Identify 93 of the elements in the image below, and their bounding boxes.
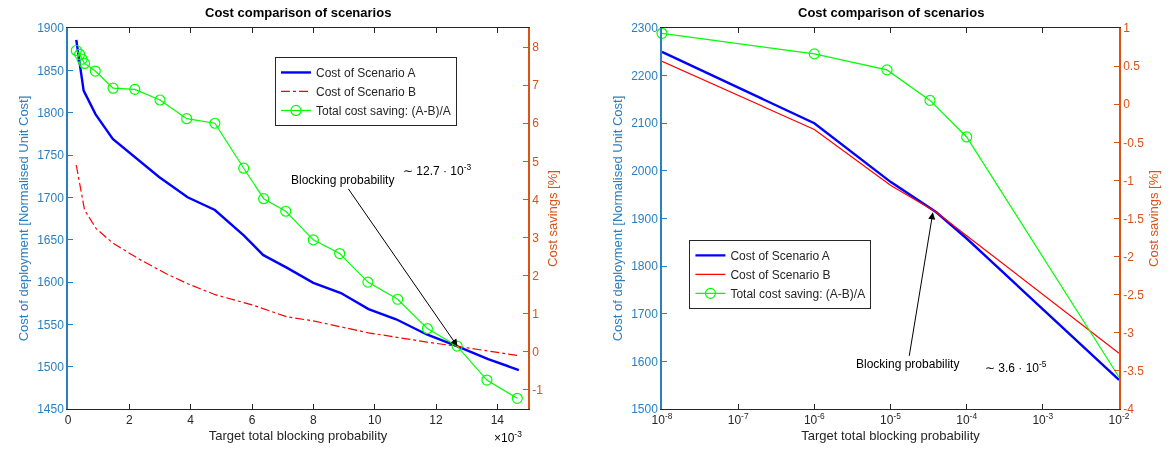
chart-title: Cost comparison of scenarios bbox=[798, 5, 985, 20]
y-tick-label: 1800 bbox=[37, 105, 65, 120]
chart-title: Cost comparison of scenarios bbox=[205, 5, 392, 20]
point bbox=[392, 293, 404, 305]
point bbox=[421, 323, 434, 335]
point bbox=[154, 94, 166, 106]
y-tick-label: 1850 bbox=[37, 63, 65, 78]
y-axis-title: Cost of deployment [Normalised Unit Cost] bbox=[15, 95, 31, 342]
y2-tick-label: 1 bbox=[532, 306, 540, 321]
y2-axis-title: Cost savings [%] bbox=[1146, 170, 1162, 267]
point bbox=[362, 276, 374, 288]
y2-tick-label: 7 bbox=[532, 78, 540, 93]
y-tick-label: 1900 bbox=[631, 211, 659, 226]
x-tick-label: 10 bbox=[367, 413, 382, 428]
y-tick-label: 1550 bbox=[37, 317, 65, 332]
y-tick-label: 1700 bbox=[37, 190, 65, 205]
y2-tick-label: -2 bbox=[1123, 249, 1135, 264]
text: ×10$^{-3}$ bbox=[494, 429, 523, 446]
annotation: Blocking probability bbox=[291, 173, 395, 187]
y2-tick-label: 6 bbox=[532, 116, 540, 131]
legend-label: Cost of Scenario A bbox=[730, 249, 830, 264]
point bbox=[238, 162, 250, 174]
point bbox=[280, 205, 292, 217]
y2-tick-label: -1 bbox=[532, 383, 544, 398]
legend-label: Total cost saving: (A-B)/A bbox=[316, 104, 451, 119]
y2-tick-label: -1.5 bbox=[1123, 211, 1145, 226]
y-tick-label: 2000 bbox=[631, 164, 659, 179]
y-tick-label: 1750 bbox=[37, 148, 65, 163]
x-tick-label: 14 bbox=[490, 413, 505, 428]
y-tick-label: 1700 bbox=[631, 306, 659, 321]
y2-axis-title: Cost savings [%] bbox=[545, 170, 561, 267]
y2-tick-label: -2.5 bbox=[1123, 287, 1145, 302]
x-tick-label: 10$^{-5}$ bbox=[880, 411, 902, 428]
x-tick-label: 6 bbox=[248, 413, 256, 428]
y-tick-label: 2100 bbox=[631, 116, 659, 131]
point bbox=[78, 57, 91, 70]
y-tick-label: 1800 bbox=[631, 259, 659, 274]
x-tick-label: 10$^{-3}$ bbox=[1032, 411, 1054, 428]
x-tick-label: 0 bbox=[64, 413, 72, 428]
point bbox=[107, 82, 119, 94]
y2-tick-label: 0.5 bbox=[1123, 59, 1141, 74]
x-tick-label: 10$^{-2}$ bbox=[1108, 411, 1130, 428]
x-tick-label: 8 bbox=[309, 413, 317, 428]
y2-tick-label: -3 bbox=[1123, 326, 1135, 340]
point bbox=[451, 340, 463, 352]
point bbox=[511, 392, 523, 404]
y2-tick-label: 8 bbox=[532, 40, 540, 55]
y-tick-label: 1450 bbox=[37, 402, 65, 417]
point bbox=[89, 65, 101, 77]
point bbox=[209, 117, 221, 129]
y2-tick-label: -1 bbox=[1123, 173, 1135, 188]
y-tick-label: 1600 bbox=[37, 275, 65, 290]
line-series bbox=[75, 164, 520, 357]
y-tick-label: 2300 bbox=[631, 21, 659, 36]
y-tick-label: 1650 bbox=[37, 232, 65, 247]
x-tick-label: 10$^{-7}$ bbox=[727, 411, 749, 428]
x-tick-label: 10$^{-6}$ bbox=[803, 411, 826, 428]
point bbox=[76, 53, 88, 65]
y2-tick-label: -0.5 bbox=[1123, 135, 1145, 150]
point bbox=[481, 374, 493, 386]
x-tick-label: 10$^{-4}$ bbox=[956, 411, 978, 428]
point bbox=[334, 247, 346, 260]
y2-tick-label: -3.5 bbox=[1123, 364, 1145, 379]
legend-label: Cost of Scenario B bbox=[316, 85, 417, 100]
y2-tick-label: 4 bbox=[532, 192, 540, 207]
annotation: Blocking probability bbox=[856, 357, 960, 371]
x-tick-label: 2 bbox=[125, 413, 133, 428]
x-axis-title: Target total blocking probability bbox=[801, 428, 981, 443]
y2-tick-label: 3 bbox=[532, 230, 540, 245]
y2-tick-label: 5 bbox=[532, 154, 540, 169]
annotation: ∼ 12.7 · 10$^{-3}$ bbox=[403, 162, 472, 179]
point bbox=[258, 193, 270, 205]
point bbox=[74, 48, 86, 60]
point bbox=[307, 234, 319, 246]
x-axis-title: Target total blocking probability bbox=[208, 428, 388, 443]
y2-tick-label: 0 bbox=[532, 345, 540, 360]
x-tick-label: 4 bbox=[187, 413, 195, 428]
point bbox=[181, 113, 193, 125]
x-tick-label: 12 bbox=[429, 413, 443, 428]
y-tick-label: 1500 bbox=[37, 359, 65, 374]
point bbox=[70, 44, 82, 57]
y2-tick-label: 0 bbox=[1123, 97, 1131, 112]
y-tick-label: 1900 bbox=[37, 21, 65, 36]
annotation: ∼ 3.6 · 10$^{-5}$ bbox=[985, 359, 1047, 376]
y2-tick-label: 1 bbox=[1123, 21, 1131, 36]
y-tick-label: 1600 bbox=[631, 354, 659, 369]
point bbox=[129, 83, 141, 95]
legend-label: Cost of Scenario B bbox=[730, 268, 831, 283]
legend-label: Cost of Scenario A bbox=[316, 66, 416, 81]
y-tick-label: 2200 bbox=[631, 68, 659, 83]
legend-label: Total cost saving: (A-B)/A bbox=[730, 287, 866, 302]
y2-tick-label: 2 bbox=[532, 268, 540, 283]
y-axis-title: Cost of deployment [Normalised Unit Cost] bbox=[609, 95, 625, 342]
